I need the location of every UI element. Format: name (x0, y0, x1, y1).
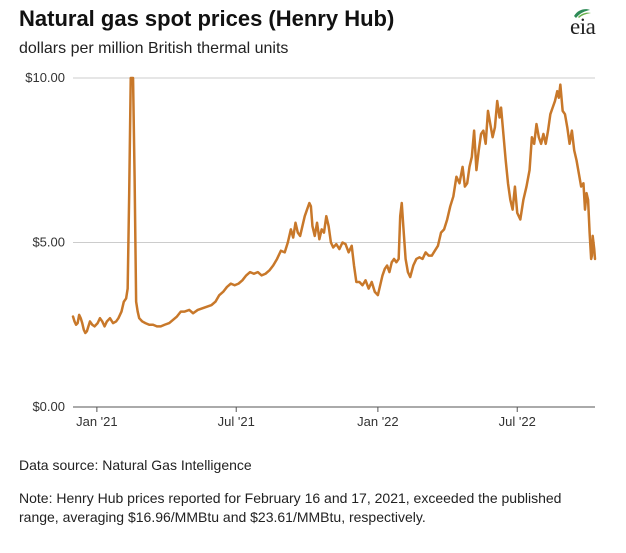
logo-leaf-icon (574, 9, 590, 18)
data-source: Data source: Natural Gas Intelligence (19, 457, 252, 473)
x-tick-label: Jan '22 (357, 414, 399, 429)
y-tick-label: $10.00 (25, 70, 65, 85)
x-axis (73, 406, 595, 412)
y-axis-labels: $0.00 $5.00 $10.00 (25, 70, 65, 414)
series-group (71, 76, 597, 335)
eia-logo-text: eia (570, 14, 596, 39)
price-line-chart: $0.00 $5.00 $10.00 Jan '21 Jul '21 Jan '22 Ju… (25, 70, 597, 429)
x-axis-labels: Jan '21 Jul '21 Jan '22 Jul '22 (76, 414, 536, 429)
x-tick-label: Jul '21 (218, 414, 255, 429)
y-tick-label: $5.00 (32, 235, 65, 250)
eia-logo-icon (574, 9, 591, 18)
chart-title: Natural gas spot prices (Henry Hub) (19, 6, 395, 31)
chart-subtitle: dollars per million British thermal unit… (19, 40, 289, 57)
y-tick-label: $0.00 (32, 399, 65, 414)
x-tick-label: Jul '22 (499, 414, 536, 429)
chart-note: Note: Henry Hub prices reported for Febr… (19, 490, 562, 525)
x-tick-label: Jan '21 (76, 414, 118, 429)
logo-leaf-accent-icon (578, 12, 591, 18)
series-line-henry-hub (71, 76, 597, 335)
grid-lines (73, 77, 595, 243)
